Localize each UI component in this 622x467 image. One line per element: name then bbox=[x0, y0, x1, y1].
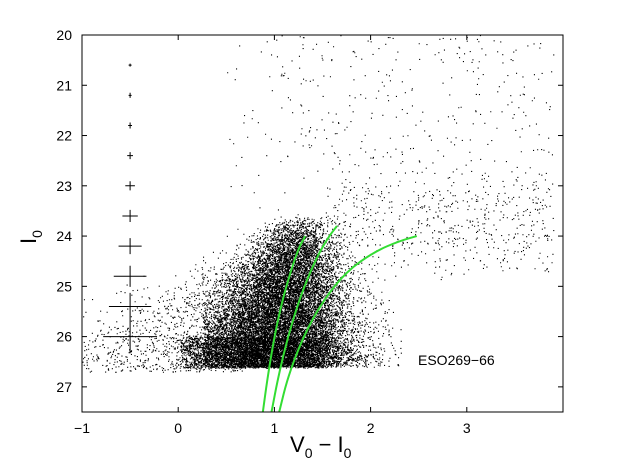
object-label: ESO269−66 bbox=[418, 352, 495, 368]
y-tick-label: 24 bbox=[56, 228, 72, 244]
x-tick-label: 1 bbox=[271, 420, 279, 436]
star-points-path bbox=[82, 35, 555, 373]
y-label-sub: 0 bbox=[29, 230, 45, 238]
x-tick-label: 2 bbox=[367, 420, 375, 436]
star-points bbox=[82, 35, 555, 373]
error-bar-9 bbox=[108, 292, 152, 321]
x-tick-label: 0 bbox=[174, 420, 182, 436]
error-bar-4 bbox=[127, 152, 133, 160]
error-bar-3 bbox=[128, 122, 133, 129]
isochrones bbox=[261, 225, 418, 413]
error-bar-7 bbox=[118, 238, 142, 255]
error-bars bbox=[103, 63, 158, 354]
x-label-mid: − I bbox=[312, 432, 343, 457]
isochrone-1 bbox=[261, 235, 307, 413]
error-bar-8 bbox=[113, 265, 147, 287]
y-tick-label: 27 bbox=[56, 379, 72, 395]
error-bar-1 bbox=[128, 63, 132, 67]
x-label-main: V bbox=[290, 432, 305, 457]
x-tick-label: −1 bbox=[74, 420, 90, 436]
error-bar-10 bbox=[103, 320, 158, 354]
y-label-main: I bbox=[16, 238, 41, 244]
x-label-sub2: 0 bbox=[344, 445, 352, 461]
isochrone-3 bbox=[278, 235, 418, 413]
y-tick-label: 20 bbox=[56, 27, 72, 43]
y-tick-label: 23 bbox=[56, 178, 72, 194]
y-axis-label: I0 bbox=[16, 230, 45, 244]
x-label-sub1: 0 bbox=[305, 445, 313, 461]
y-tick-label: 22 bbox=[56, 128, 72, 144]
plot-frame bbox=[81, 34, 564, 413]
error-bar-2 bbox=[128, 92, 132, 98]
error-bar-6 bbox=[122, 209, 138, 222]
y-tick-label: 26 bbox=[56, 329, 72, 345]
x-tick-label: 3 bbox=[463, 420, 471, 436]
y-tick-label: 25 bbox=[56, 278, 72, 294]
isochrone-2 bbox=[270, 225, 338, 413]
y-tick-label: 21 bbox=[56, 77, 72, 93]
x-axis-label: V0 − I0 bbox=[290, 432, 352, 461]
error-bar-5 bbox=[125, 181, 135, 191]
